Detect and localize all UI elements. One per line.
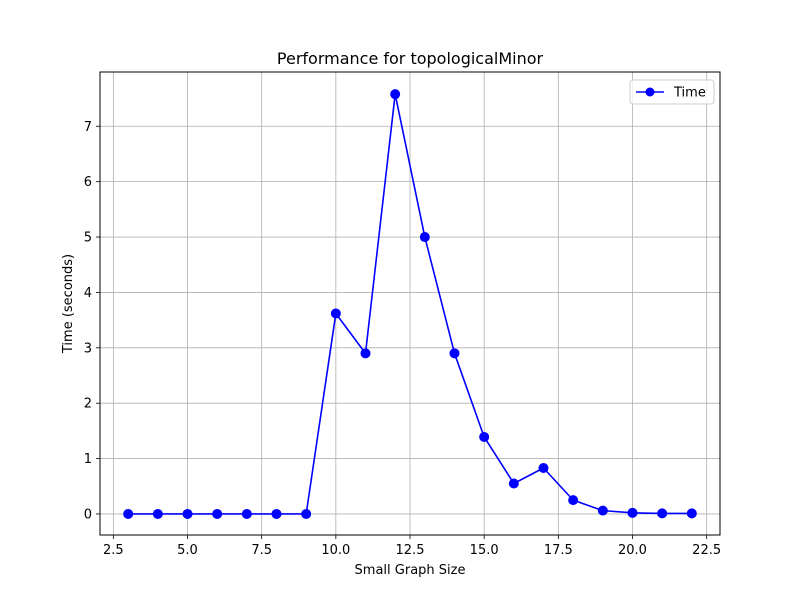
data-point <box>657 508 668 519</box>
data-point <box>508 478 519 489</box>
data-point <box>627 507 638 518</box>
y-tick-label: 4 <box>84 286 92 301</box>
data-point <box>419 232 430 243</box>
y-axis-label: Time (seconds) <box>61 254 76 354</box>
x-tick-label: 15.0 <box>470 543 499 558</box>
x-tick-label: 22.5 <box>692 543 721 558</box>
data-point <box>212 508 223 519</box>
y-tick-label: 0 <box>84 507 92 522</box>
y-axis-ticks: 0 1 2 3 4 5 6 7 <box>84 120 100 522</box>
y-tick-label: 6 <box>84 175 92 190</box>
x-tick-label: 12.5 <box>396 543 425 558</box>
legend: Time <box>629 79 715 105</box>
data-point <box>390 89 401 100</box>
x-tick-label: 20.0 <box>618 543 647 558</box>
data-point <box>182 508 193 519</box>
chart-title: Performance for topologicalMinor <box>277 49 544 68</box>
x-tick-label: 5.0 <box>177 543 198 558</box>
data-point <box>597 505 608 516</box>
y-tick-label: 5 <box>84 231 92 246</box>
y-tick-label: 2 <box>84 397 92 412</box>
data-point <box>538 462 549 473</box>
x-axis-ticks: 2.5 5.0 7.5 10.0 12.5 15.0 17.5 20.0 22.5 <box>103 535 721 558</box>
data-point <box>301 508 312 519</box>
legend-label: Time <box>673 86 706 101</box>
data-point <box>123 508 134 519</box>
data-point <box>686 508 697 519</box>
y-tick-label: 3 <box>84 341 92 356</box>
x-tick-label: 17.5 <box>544 543 573 558</box>
data-point <box>568 495 579 506</box>
data-point <box>330 308 341 319</box>
y-tick-label: 7 <box>84 120 92 135</box>
data-point <box>449 348 460 359</box>
x-axis-label: Small Graph Size <box>355 563 466 578</box>
legend-box <box>629 79 715 105</box>
x-tick-label: 7.5 <box>251 543 272 558</box>
data-point <box>360 348 371 359</box>
data-point <box>152 508 163 519</box>
grid <box>100 72 720 535</box>
legend-marker-swatch <box>645 87 655 97</box>
data-point <box>479 431 490 442</box>
data-point <box>241 508 252 519</box>
y-tick-label: 1 <box>84 452 92 467</box>
series-layer <box>123 89 697 519</box>
x-tick-label: 2.5 <box>103 543 124 558</box>
data-point <box>271 508 282 519</box>
x-tick-label: 10.0 <box>321 543 350 558</box>
